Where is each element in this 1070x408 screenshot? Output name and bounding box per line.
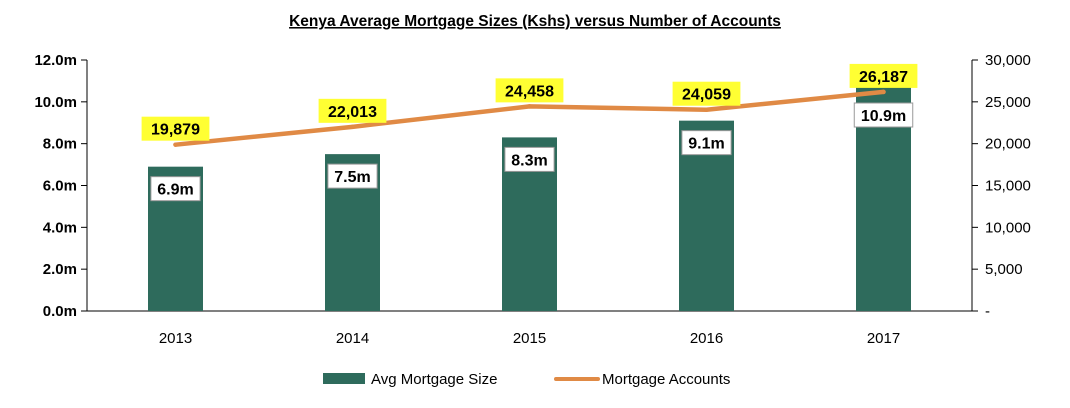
legend-swatch-avg-mortgage-size bbox=[323, 373, 365, 384]
point-2017 bbox=[881, 89, 886, 95]
left-tick-label: 4.0m bbox=[43, 219, 77, 236]
right-tick-label: 20,000 bbox=[985, 136, 1031, 153]
bar-value-label-box bbox=[681, 130, 732, 156]
bar-value-label: 7.5m bbox=[334, 169, 370, 186]
right-tick-label: 15,000 bbox=[985, 178, 1031, 195]
bar-value-label: 6.9m bbox=[157, 182, 193, 199]
x-tick-label: 2017 bbox=[867, 330, 900, 347]
point-2015 bbox=[527, 104, 532, 109]
left-tick-label: 2.0m bbox=[43, 261, 77, 278]
x-tick-label: 2014 bbox=[336, 330, 369, 347]
right-tick-label: 30,000 bbox=[985, 52, 1031, 69]
bar-value-label-box bbox=[504, 146, 555, 172]
data-labels: 6.9m 7.5m 8.3m 9.1m 10.9m 19,879 22,013 24,458 2… bbox=[141, 63, 918, 202]
line-value-label: 24,458 bbox=[505, 83, 554, 100]
bar-series bbox=[148, 83, 911, 312]
line-value-label-box bbox=[495, 78, 564, 103]
line-value-label-box bbox=[141, 116, 210, 141]
left-tick-label: 0.0m bbox=[43, 303, 77, 320]
bar-value-label-box bbox=[327, 163, 378, 189]
line-value-label: 24,059 bbox=[682, 87, 731, 104]
legend-label-avg-mortgage-size: Avg Mortgage Size bbox=[371, 371, 497, 388]
line-value-label-box bbox=[849, 63, 918, 88]
left-tick-label: 12.0m bbox=[34, 52, 77, 69]
bar-value-label-box bbox=[150, 176, 201, 202]
left-tick-label: 10.0m bbox=[34, 94, 77, 111]
bar-value-label-box bbox=[853, 102, 914, 128]
line-value-label: 19,879 bbox=[151, 122, 200, 139]
x-tick-label: 2016 bbox=[690, 330, 723, 347]
left-tick-label: 8.0m bbox=[43, 136, 77, 153]
legend: Avg Mortgage Size Mortgage Accounts bbox=[323, 371, 730, 388]
point-2013 bbox=[173, 142, 178, 147]
point-2016 bbox=[704, 107, 709, 112]
bar-value-label: 8.3m bbox=[511, 152, 547, 169]
point-2014 bbox=[350, 124, 355, 130]
right-tick-label: 25,000 bbox=[985, 94, 1031, 111]
left-tick-label: 6.0m bbox=[43, 178, 77, 195]
line-series bbox=[173, 89, 886, 147]
line-value-label: 26,187 bbox=[859, 69, 908, 86]
x-tick-label: 2015 bbox=[513, 330, 546, 347]
right-tick-label: 10,000 bbox=[985, 219, 1031, 236]
chart-title: Kenya Average Mortgage Sizes (Kshs) vers… bbox=[289, 13, 781, 30]
right-tick-label: 5,000 bbox=[985, 261, 1023, 278]
line-value-label: 22,013 bbox=[328, 104, 377, 121]
axes: 0.0m 2.0m 4.0m 6.0m 8.0m 10.0m 12.0m - 5,000 10,0… bbox=[34, 52, 1030, 347]
bar-value-label: 10.9m bbox=[861, 108, 906, 125]
line-value-label-box bbox=[672, 81, 741, 106]
legend-label-mortgage-accounts: Mortgage Accounts bbox=[602, 371, 730, 388]
bar-value-label: 9.1m bbox=[688, 136, 724, 153]
line-value-label-box bbox=[318, 98, 387, 123]
right-tick-label: - bbox=[985, 303, 990, 320]
x-tick-label: 2013 bbox=[159, 330, 192, 347]
